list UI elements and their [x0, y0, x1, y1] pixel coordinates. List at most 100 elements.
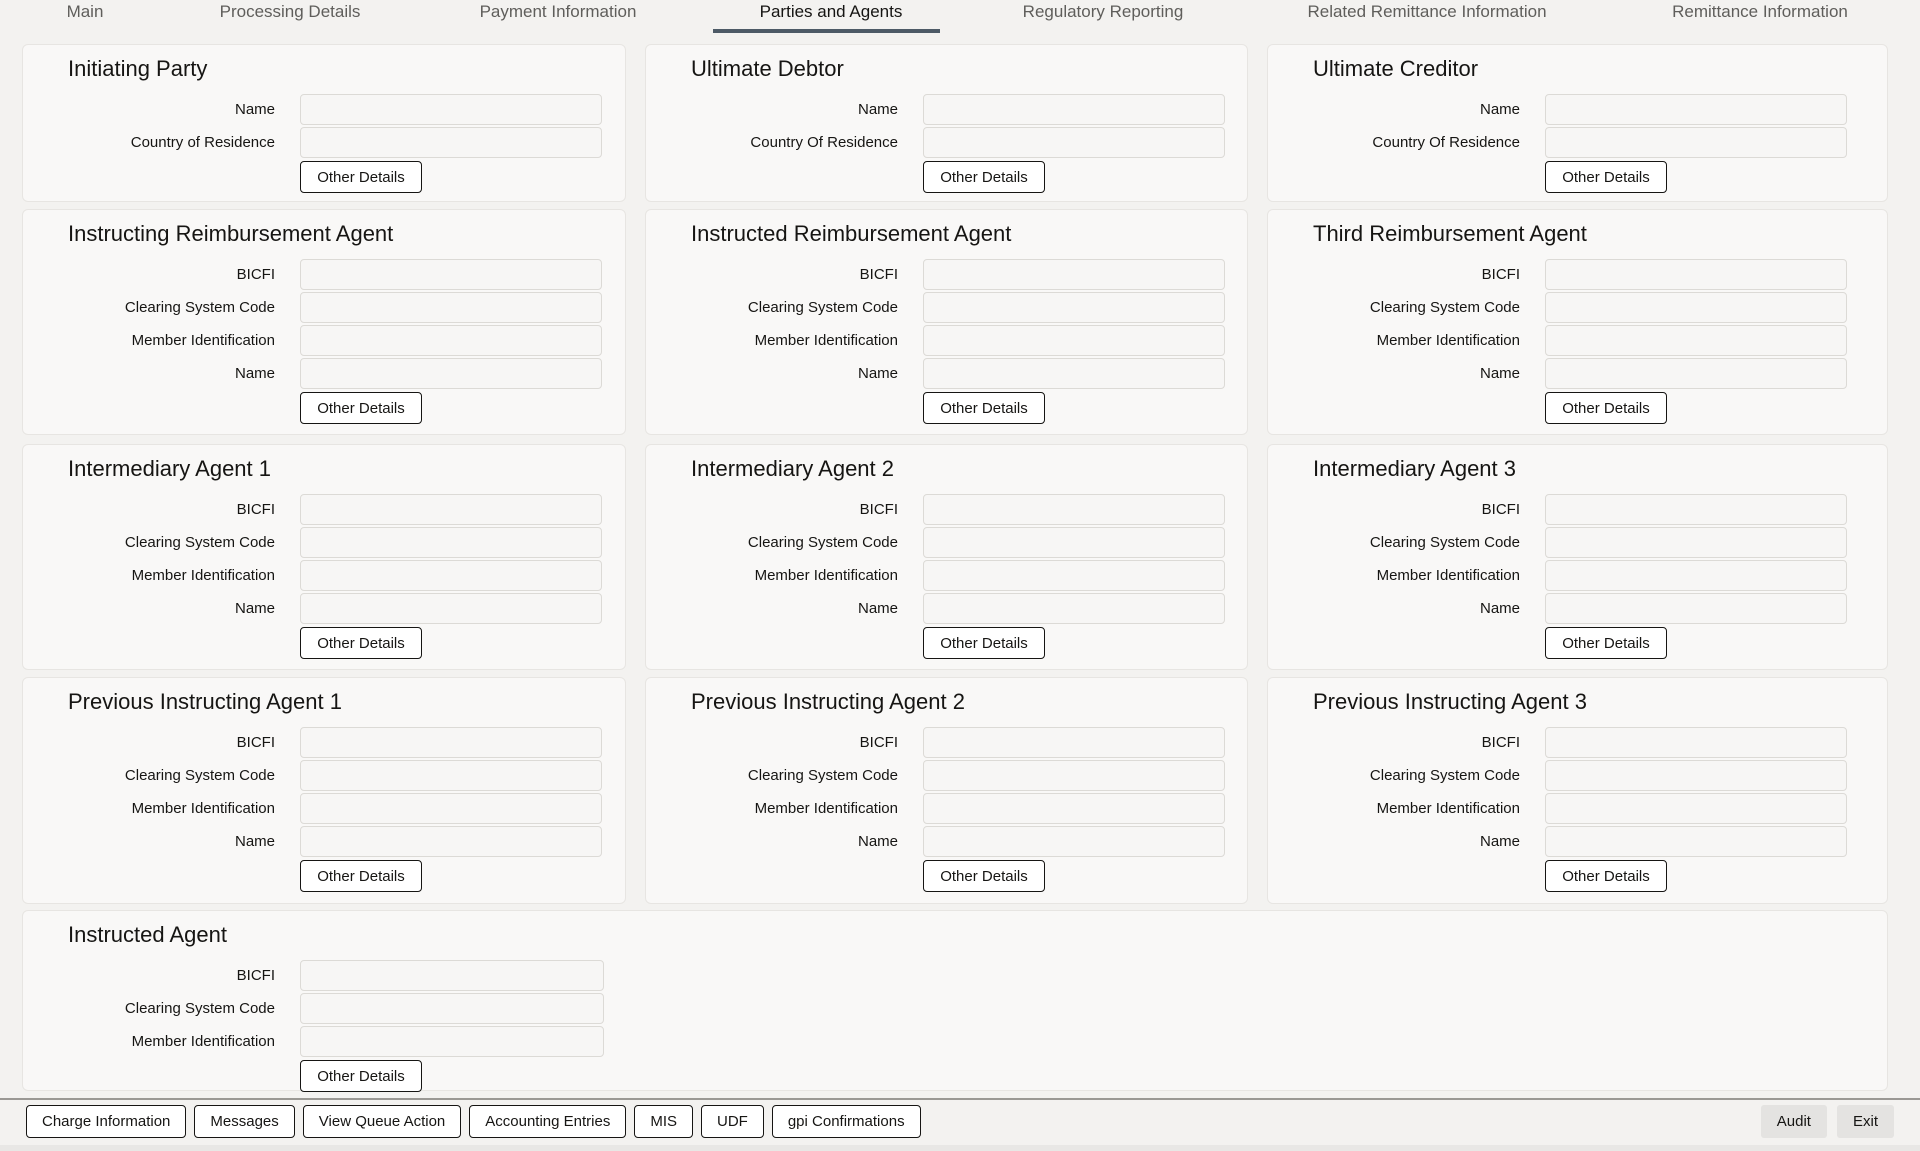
clearing-system-code-input[interactable] — [1545, 760, 1847, 791]
gpi-confirmations-button[interactable]: gpi Confirmations — [771, 1105, 921, 1138]
clearing-system-code-input[interactable] — [923, 292, 1225, 323]
field-row-bicfi: BICFI — [646, 726, 1247, 759]
name-input[interactable] — [300, 358, 602, 389]
name-input[interactable] — [923, 358, 1225, 389]
tab-remittance-information[interactable]: Remittance Information — [1672, 2, 1848, 21]
name-input[interactable] — [1545, 826, 1847, 857]
other-details-button[interactable]: Other Details — [1545, 860, 1667, 892]
bicfi-input[interactable] — [1545, 259, 1847, 290]
country-of-residence-input[interactable] — [300, 127, 602, 158]
field-label: BICFI — [1481, 266, 1520, 283]
mis-button[interactable]: MIS — [634, 1105, 694, 1138]
clearing-system-code-input[interactable] — [1545, 527, 1847, 558]
status-strip — [0, 1145, 1920, 1151]
name-input[interactable] — [300, 826, 602, 857]
field-label: BICFI — [859, 734, 898, 751]
name-input[interactable] — [923, 826, 1225, 857]
name-input[interactable] — [300, 593, 602, 624]
tab-main[interactable]: Main — [66, 2, 104, 21]
field-row-bicfi: BICFI — [646, 493, 1247, 526]
clearing-system-code-input[interactable] — [300, 527, 602, 558]
name-input[interactable] — [300, 94, 602, 125]
name-input[interactable] — [1545, 593, 1847, 624]
other-details-button[interactable]: Other Details — [1545, 627, 1667, 659]
clearing-system-code-input[interactable] — [1545, 292, 1847, 323]
bicfi-input[interactable] — [300, 960, 604, 991]
other-details-button[interactable]: Other Details — [923, 860, 1045, 892]
view-queue-action-button[interactable]: View Queue Action — [302, 1105, 462, 1138]
field-label: Member Identification — [1376, 332, 1520, 349]
field-row-bicfi: BICFI — [1268, 493, 1887, 526]
field-label: Clearing System Code — [124, 767, 275, 784]
bicfi-input[interactable] — [1545, 494, 1847, 525]
tab-parties-and-agents[interactable]: Parties and Agents — [759, 2, 903, 21]
field-label: BICFI — [236, 967, 275, 984]
member-identification-input[interactable] — [1545, 325, 1847, 356]
panel-title: Previous Instructing Agent 3 — [1313, 689, 1587, 714]
member-identification-input[interactable] — [300, 325, 602, 356]
bicfi-input[interactable] — [923, 727, 1225, 758]
panel-title: Instructed Reimbursement Agent — [691, 221, 1012, 246]
other-details-button[interactable]: Other Details — [300, 860, 422, 892]
other-details-button[interactable]: Other Details — [300, 392, 422, 424]
clearing-system-code-input[interactable] — [923, 527, 1225, 558]
member-identification-input[interactable] — [300, 560, 602, 591]
field-row-clearing-system-code: Clearing System Code — [1268, 291, 1887, 324]
panel-instructed-agent: Instructed Agent BICFI Clearing System Cod… — [22, 910, 1888, 1092]
field-row-member-identification: Member Identification — [1268, 792, 1887, 825]
messages-button[interactable]: Messages — [194, 1105, 295, 1138]
member-identification-input[interactable] — [923, 793, 1225, 824]
name-input[interactable] — [923, 94, 1225, 125]
clearing-system-code-input[interactable] — [300, 993, 604, 1024]
bicfi-input[interactable] — [300, 494, 602, 525]
country-of-residence-input[interactable] — [1545, 127, 1847, 158]
member-identification-input[interactable] — [300, 1026, 604, 1057]
tab-related-remittance-information[interactable]: Related Remittance Information — [1307, 2, 1547, 21]
panel-title: Previous Instructing Agent 2 — [691, 689, 965, 714]
member-identification-input[interactable] — [1545, 793, 1847, 824]
bicfi-input[interactable] — [1545, 727, 1847, 758]
tab-processing-details[interactable]: Processing Details — [219, 2, 361, 21]
name-input[interactable] — [923, 593, 1225, 624]
field-row-member-identification: Member Identification — [1268, 324, 1887, 357]
other-details-button[interactable]: Other Details — [1545, 392, 1667, 424]
bicfi-input[interactable] — [300, 727, 602, 758]
field-label: BICFI — [236, 734, 275, 751]
other-details-button[interactable]: Other Details — [300, 161, 422, 193]
audit-button[interactable]: Audit — [1760, 1105, 1827, 1138]
clearing-system-code-input[interactable] — [300, 292, 602, 323]
field-label: Clearing System Code — [1369, 299, 1520, 316]
other-details-button[interactable]: Other Details — [300, 627, 422, 659]
panel-title: Ultimate Creditor — [1313, 56, 1479, 81]
country-of-residence-input[interactable] — [923, 127, 1225, 158]
member-identification-input[interactable] — [923, 560, 1225, 591]
field-row-name: Name — [1268, 357, 1887, 390]
bicfi-input[interactable] — [923, 494, 1225, 525]
name-input[interactable] — [1545, 358, 1847, 389]
field-label: Name — [234, 365, 275, 382]
other-details-button[interactable]: Other Details — [1545, 161, 1667, 193]
other-details-button[interactable]: Other Details — [923, 627, 1045, 659]
other-details-button[interactable]: Other Details — [923, 392, 1045, 424]
member-identification-input[interactable] — [923, 325, 1225, 356]
panel-title: Initiating Party — [68, 56, 208, 81]
charge-information-button[interactable]: Charge Information — [26, 1105, 187, 1138]
other-details-button[interactable]: Other Details — [300, 1060, 422, 1092]
name-input[interactable] — [1545, 94, 1847, 125]
exit-button[interactable]: Exit — [1836, 1105, 1894, 1138]
field-label: Member Identification — [1376, 567, 1520, 584]
panel-title: Instructed Agent — [68, 922, 227, 947]
clearing-system-code-input[interactable] — [300, 760, 602, 791]
bicfi-input[interactable] — [923, 259, 1225, 290]
bicfi-input[interactable] — [300, 259, 602, 290]
other-details-button[interactable]: Other Details — [923, 161, 1045, 193]
member-identification-input[interactable] — [300, 793, 602, 824]
member-identification-input[interactable] — [1545, 560, 1847, 591]
field-label: Clearing System Code — [124, 1000, 275, 1017]
tab-payment-information[interactable]: Payment Information — [479, 2, 637, 21]
field-row-member-identification: Member Identification — [23, 559, 625, 592]
accounting-entries-button[interactable]: Accounting Entries — [469, 1105, 627, 1138]
udf-button[interactable]: UDF — [701, 1105, 764, 1138]
clearing-system-code-input[interactable] — [923, 760, 1225, 791]
tab-regulatory-reporting[interactable]: Regulatory Reporting — [1022, 2, 1184, 21]
